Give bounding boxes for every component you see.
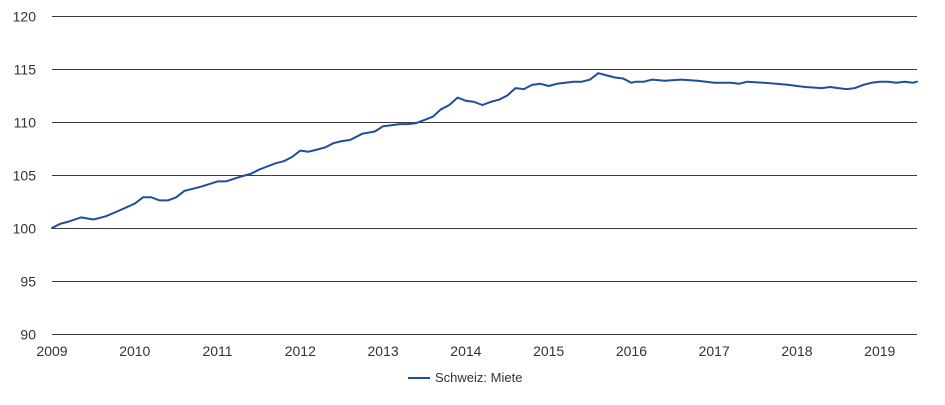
x-tick-label: 2018 [781,343,812,359]
y-tick-label: 120 [13,9,37,25]
y-tick-label: 100 [13,221,37,237]
y-tick-label: 90 [20,327,36,343]
legend: Schweiz: Miete [408,370,522,385]
x-tick-label: 2015 [533,343,564,359]
x-tick-label: 2019 [864,343,895,359]
y-tick-label: 95 [20,274,36,290]
legend-label: Schweiz: Miete [435,370,522,385]
y-tick-label: 105 [13,168,37,184]
y-axis-tick-labels: 90 95 100 105 110 115 120 [13,9,37,343]
x-axis-tick-labels: 2009 2010 2011 2012 2013 2014 2015 2016 2017 2018… [36,343,895,359]
y-tick-label: 115 [14,62,37,78]
grid-layer [52,16,917,335]
x-tick-label: 2010 [119,343,150,359]
series-layer [51,72,918,229]
x-tick-label: 2009 [36,343,67,359]
series-line [51,72,918,229]
x-tick-label: 2014 [450,343,481,359]
y-tick-label: 110 [14,115,37,131]
x-tick-label: 2016 [616,343,647,359]
x-tick-label: 2013 [368,343,399,359]
x-tick-label: 2012 [285,343,316,359]
x-tick-label: 2017 [699,343,730,359]
x-tick-label: 2011 [202,343,232,359]
